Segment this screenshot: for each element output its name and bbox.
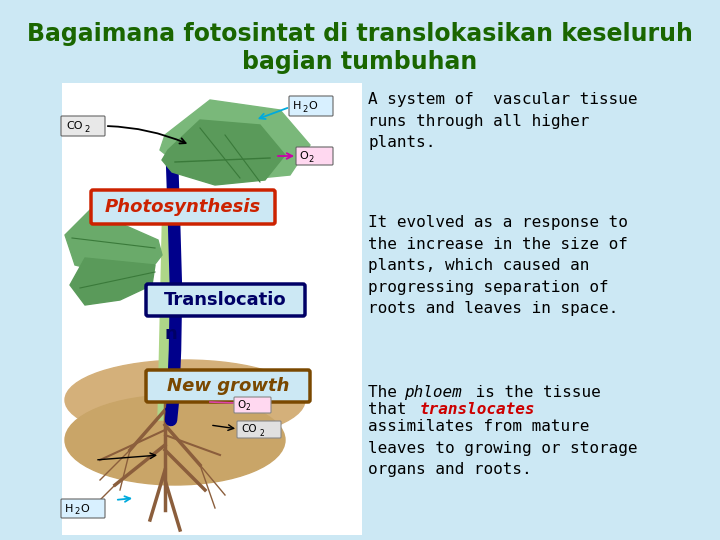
Ellipse shape xyxy=(65,395,285,485)
Text: 2: 2 xyxy=(246,403,251,413)
FancyBboxPatch shape xyxy=(289,96,333,116)
Polygon shape xyxy=(160,100,310,180)
Text: assimilates from mature
leaves to growing or storage
organs and roots.: assimilates from mature leaves to growin… xyxy=(368,419,637,477)
Text: phloem: phloem xyxy=(404,385,462,400)
Text: The: The xyxy=(368,385,407,400)
FancyBboxPatch shape xyxy=(91,190,275,224)
Text: A system of  vascular tissue
runs through all higher
plants.: A system of vascular tissue runs through… xyxy=(368,92,637,150)
Text: 2: 2 xyxy=(302,105,307,114)
Text: O: O xyxy=(299,151,307,161)
Text: O: O xyxy=(308,101,317,111)
Ellipse shape xyxy=(65,360,305,440)
Text: It evolved as a response to
the increase in the size of
plants, which caused an
: It evolved as a response to the increase… xyxy=(368,215,628,316)
Text: is the tissue: is the tissue xyxy=(466,385,600,400)
Text: that: that xyxy=(368,402,426,417)
FancyBboxPatch shape xyxy=(234,397,271,413)
FancyBboxPatch shape xyxy=(62,83,362,535)
Polygon shape xyxy=(158,195,172,420)
Polygon shape xyxy=(162,120,285,185)
Text: 2: 2 xyxy=(84,125,89,134)
Text: 2: 2 xyxy=(259,429,264,437)
Text: bagian tumbuhan: bagian tumbuhan xyxy=(243,50,477,74)
Text: CO: CO xyxy=(66,121,83,131)
Text: 2: 2 xyxy=(308,155,313,164)
Polygon shape xyxy=(65,210,162,275)
FancyBboxPatch shape xyxy=(61,499,105,518)
Text: Translocatio: Translocatio xyxy=(163,291,287,309)
Text: 2: 2 xyxy=(74,508,79,516)
FancyBboxPatch shape xyxy=(146,284,305,316)
Text: CO: CO xyxy=(241,424,256,435)
Text: Bagaimana fotosintat di translokasikan keseluruh: Bagaimana fotosintat di translokasikan k… xyxy=(27,22,693,46)
Text: n: n xyxy=(165,325,178,343)
Text: O: O xyxy=(237,400,246,410)
Text: translocates: translocates xyxy=(420,402,536,417)
FancyBboxPatch shape xyxy=(237,421,281,438)
FancyBboxPatch shape xyxy=(61,116,105,136)
FancyBboxPatch shape xyxy=(296,147,333,165)
Text: New growth: New growth xyxy=(167,377,289,395)
Polygon shape xyxy=(70,258,155,305)
Text: O: O xyxy=(80,503,89,514)
FancyBboxPatch shape xyxy=(146,370,310,402)
Text: H: H xyxy=(293,101,302,111)
Text: H: H xyxy=(65,503,73,514)
Text: Photosynthesis: Photosynthesis xyxy=(105,198,261,216)
